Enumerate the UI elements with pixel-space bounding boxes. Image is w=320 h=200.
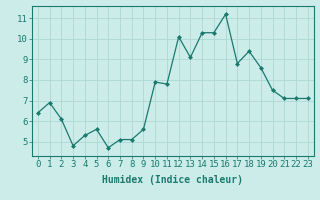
X-axis label: Humidex (Indice chaleur): Humidex (Indice chaleur) — [102, 175, 243, 185]
